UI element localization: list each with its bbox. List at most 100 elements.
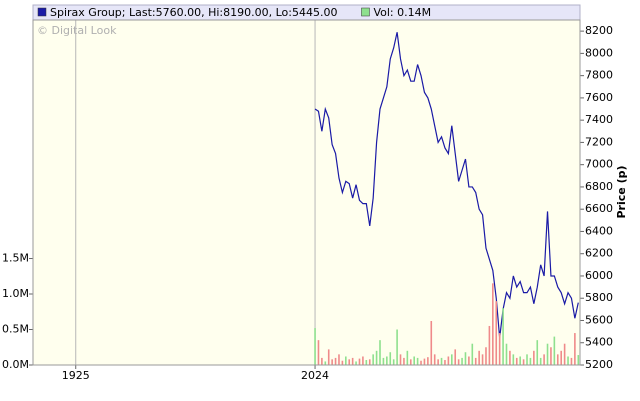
y2-axis-title: Price (p): [615, 166, 628, 219]
y2-tick-label: 6000: [585, 269, 613, 282]
volume-bar: [317, 340, 320, 365]
plot-frame: [32, 19, 581, 366]
volume-bar: [358, 358, 361, 365]
volume-bar: [389, 352, 392, 365]
volume-bar: [368, 359, 371, 365]
watermark: © Digital Look: [37, 24, 117, 37]
volume-bar: [365, 360, 368, 365]
volume-bar: [509, 350, 511, 365]
y2-tick-label: 6400: [585, 224, 613, 237]
volume-bar: [362, 356, 364, 365]
volume-bar: [399, 354, 402, 365]
volume-bar: [444, 360, 446, 365]
y2-tick-label: 5800: [585, 291, 613, 304]
volume-bar: [413, 356, 415, 365]
volume-bar: [481, 354, 484, 365]
volume-bar: [553, 336, 556, 365]
volume-bar: [543, 354, 545, 365]
y-tick-label: 0.0M: [2, 358, 29, 371]
volume-bar: [334, 357, 337, 365]
volume-bar: [386, 356, 388, 365]
y2-tick-label: 8000: [585, 46, 613, 59]
y2-tick-label: 7400: [585, 113, 613, 126]
volume-bar: [416, 357, 419, 365]
volume-bar: [485, 347, 487, 365]
y2-tick-label: 8200: [585, 24, 613, 37]
volume-bar: [321, 357, 323, 365]
volume-bar: [570, 357, 573, 365]
volume-bar: [314, 328, 316, 365]
volume-bar: [457, 359, 460, 365]
y2-tick-label: 7800: [585, 69, 613, 82]
legend-label: Spirax Group; Last:5760.00, Hi:8190.00, …: [50, 6, 337, 19]
volume-bar: [447, 356, 450, 365]
y-tick-label: 0.5M: [2, 323, 29, 336]
volume-bar: [345, 356, 347, 365]
volume-bar: [450, 354, 453, 365]
volume-bar: [420, 360, 422, 365]
volume-bar: [461, 357, 463, 365]
volume-bar: [567, 356, 569, 365]
y2-tick-label: 7000: [585, 158, 613, 171]
volume-bar: [515, 357, 518, 365]
volume-bar: [430, 320, 433, 365]
volume-bar: [498, 333, 501, 365]
volume-bar: [574, 333, 576, 365]
volume-bar: [522, 359, 525, 365]
y2-tick-label: 5200: [585, 358, 613, 371]
volume-bar: [454, 349, 457, 365]
volume-bar: [512, 354, 515, 365]
volume-bar: [502, 308, 504, 365]
price-line: [314, 32, 579, 338]
volume-bar: [536, 340, 539, 365]
volume-bar: [351, 357, 354, 365]
volume-bar: [519, 356, 521, 365]
y2-tick-label: 5400: [585, 336, 613, 349]
volume-bar: [382, 357, 385, 365]
volume-bar: [563, 343, 566, 365]
volume-bar: [526, 354, 528, 365]
volume-bar: [331, 359, 333, 365]
y-tick-label: 1.5M: [2, 252, 29, 265]
y2-tick-label: 6200: [585, 247, 613, 260]
volume-bar: [375, 350, 378, 365]
volume-bar: [492, 283, 494, 365]
volume-bar: [464, 352, 467, 365]
volume-bar: [392, 359, 395, 365]
volume-bar: [471, 343, 474, 365]
volume-bar: [560, 350, 562, 365]
y2-tick-label: 5600: [585, 313, 613, 326]
volume-bar: [433, 354, 436, 365]
volume-bar: [505, 343, 508, 365]
volume-bar: [529, 357, 532, 365]
volume-bar: [348, 359, 351, 365]
volume-bar: [427, 357, 429, 365]
plot-area: [33, 20, 580, 365]
volume-bar: [406, 350, 409, 365]
volume-bar: [577, 355, 580, 365]
y2-tick-label: 7600: [585, 91, 613, 104]
y-tick-label: 1.0M: [2, 287, 29, 300]
volume-bar: [437, 359, 439, 365]
volume-bar: [556, 354, 559, 365]
y2-tick-label: 6600: [585, 202, 613, 215]
legend-label: Vol: 0.14M: [373, 6, 431, 19]
volume-bar: [550, 347, 552, 365]
volume-bar: [379, 340, 381, 365]
volume-bar: [327, 349, 330, 365]
volume-bar: [474, 357, 477, 365]
volume-bar: [423, 358, 426, 365]
volume-bar: [440, 357, 443, 365]
volume-bar: [468, 356, 470, 365]
volume-bar: [403, 357, 405, 365]
x-tick-label: 2024: [301, 369, 329, 382]
volume-bar: [372, 354, 374, 365]
volume-bar: [324, 361, 327, 365]
volume-bar: [355, 361, 357, 365]
y2-tick-label: 6800: [585, 180, 613, 193]
volume-bar: [488, 325, 491, 365]
y2-tick-label: 7200: [585, 135, 613, 148]
volume-bar: [533, 350, 535, 365]
